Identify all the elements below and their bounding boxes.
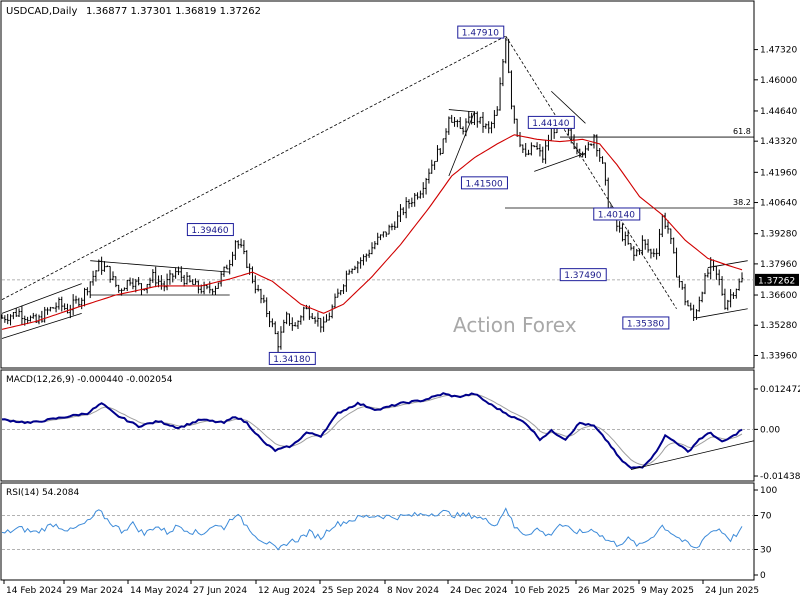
macd-pane: 0.012472 0.00 -0.014389 [1, 385, 800, 482]
x-axis: 14 Feb 2024 29 Mar 2024 14 May 2024 27 Jun … [3, 580, 759, 596]
x-tick-label: 12 Aug 2024 [258, 586, 316, 596]
y-tick-label: 1.35280 [760, 321, 797, 331]
level-label-box [593, 207, 641, 221]
macd-title: MACD(12,26,9) -0.000440 -0.002054 [6, 375, 173, 385]
moving-average-line [1, 134, 743, 330]
x-tick-label: 8 Nov 2024 [387, 586, 439, 596]
rsi-pane: 100 70 30 0 [1, 486, 777, 581]
ohlc-label: 1.36877 1.37301 1.36819 1.37262 [86, 6, 261, 17]
last-price-box [755, 273, 799, 286]
level-label-box [559, 268, 607, 282]
y-tick-label: 1.47320 [760, 46, 797, 56]
y-tick-label: 1.39280 [760, 230, 797, 240]
rsi-pane-frame [0, 482, 755, 581]
fib-level-label: 61.8 [733, 127, 751, 136]
level-label-text: 1.47910 [462, 29, 499, 39]
macd-trend-line [630, 440, 755, 470]
x-tick-label: 24 Dec 2024 [450, 586, 508, 596]
y-tick-label: 0 [760, 571, 766, 581]
main-pane-frame [0, 0, 755, 369]
level-label-box [457, 25, 505, 39]
x-tick-label: 24 Jun 2025 [705, 586, 759, 596]
level-label-box [268, 351, 316, 365]
level-label-box [527, 115, 575, 129]
macd-main-line [1, 392, 743, 469]
x-tick-label: 14 Feb 2024 [6, 586, 62, 596]
watermark: Action Forex [453, 313, 577, 337]
x-tick-label: 9 May 2025 [641, 586, 694, 596]
y-tick-label: 1.41960 [760, 168, 797, 178]
macd-pane-frame [0, 369, 755, 482]
main-pane: 1.47320 1.46000 1.44640 1.43320 1.41960 1.406… [0, 25, 799, 365]
trend-line [448, 109, 475, 113]
trend-line [1, 312, 82, 339]
x-tick-label: 26 Mar 2025 [578, 586, 635, 596]
x-tick-label: 29 Mar 2024 [66, 586, 123, 596]
last-price-label: 1.37262 [758, 276, 795, 286]
trend-line [448, 111, 475, 177]
trend-line [1, 283, 82, 314]
symbol-label: USDCAD,Daily [6, 6, 77, 17]
macd-signal-line [1, 394, 743, 466]
level-label-text: 1.40140 [598, 210, 635, 220]
y-tick-label: 1.44640 [760, 107, 797, 117]
level-label-text: 1.37490 [564, 271, 601, 281]
level-label-box [460, 176, 508, 190]
y-tick-label: 1.46000 [760, 76, 797, 86]
level-label-box [622, 316, 670, 330]
y-tick-label: 100 [760, 486, 777, 496]
level-label-text: 1.44140 [532, 119, 569, 129]
y-tick-label: 0.00 [760, 425, 780, 435]
x-tick-label: 27 Jun 2024 [193, 586, 247, 596]
x-tick-label: 14 May 2024 [130, 586, 189, 596]
y-tick-label: 1.37960 [760, 260, 797, 270]
fib-level-label: 38.2 [733, 198, 751, 207]
level-label-box [186, 223, 234, 237]
y-tick-label: -0.014389 [760, 472, 800, 482]
y-tick-label: 1.43320 [760, 137, 797, 147]
level-label-text: 1.35380 [627, 319, 664, 329]
y-tick-label: 1.36600 [760, 291, 797, 301]
rsi-title: RSI(14) 54.2084 [6, 488, 79, 498]
level-label-text: 1.41500 [465, 179, 502, 189]
rsi-line [1, 507, 743, 551]
x-tick-label: 25 Sep 2024 [322, 586, 379, 596]
y-tick-label: 0.012472 [760, 385, 800, 395]
trend-line [1, 35, 506, 300]
trend-line [90, 260, 230, 273]
y-tick-label: 30 [760, 546, 772, 556]
level-label-text: 1.34180 [273, 355, 310, 365]
y-tick-label: 1.40640 [760, 199, 797, 209]
y-tick-label: 1.33960 [760, 351, 797, 361]
trend-line [505, 35, 677, 309]
y-tick-label: 70 [760, 512, 772, 522]
trend-line [534, 152, 586, 172]
trend-line [551, 90, 586, 124]
x-tick-label: 10 Feb 2025 [514, 586, 570, 596]
trend-line [696, 308, 748, 319]
level-label-text: 1.39460 [191, 226, 228, 236]
